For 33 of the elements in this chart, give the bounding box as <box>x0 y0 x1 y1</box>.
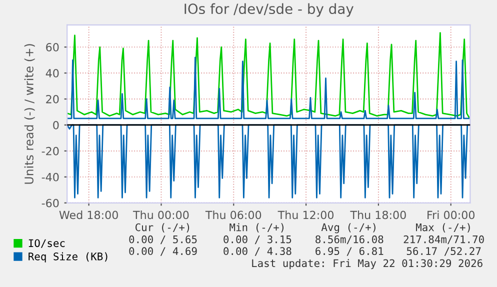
x-tick-label: Thu 06:00 <box>205 210 262 220</box>
legend-label: IO/sec <box>28 239 65 248</box>
text: Max (-/+) <box>416 223 470 232</box>
y-tick-label: -40 <box>42 172 59 182</box>
y-tick-label: -60 <box>42 198 59 208</box>
y-tick-label: 40 <box>46 69 59 78</box>
x-tick-label: Fri 00:00 <box>428 210 475 220</box>
text: 0.00 / 4.69 <box>129 247 197 256</box>
text: Cur (-/+) <box>136 223 190 232</box>
text: Min (-/+) <box>230 223 284 232</box>
y-tick-label: 20 <box>46 94 59 104</box>
line-series <box>67 56 470 120</box>
text: 0.00 / 4.38 <box>224 247 292 256</box>
y-tick-label: 60 <box>46 43 59 52</box>
x-tick-label: Thu 00:00 <box>132 210 189 220</box>
x-tick-label: Thu 12:00 <box>278 210 334 220</box>
text: Last update: Fri May 22 01:30:29 2026 <box>252 259 482 270</box>
text: 217.84m/71.70 <box>404 235 484 244</box>
y-tick-label: -20 <box>42 146 59 156</box>
text: 6.95 / 6.81 <box>316 247 384 256</box>
y-tick-label: 0 <box>53 120 59 130</box>
line-series <box>67 124 470 198</box>
text: 0.00 / 5.65 <box>129 235 197 244</box>
text: Avg (-/+) <box>321 223 376 234</box>
x-tick-label: Thu 18:00 <box>350 210 406 220</box>
chart-title: IOs for /dev/sde - by day <box>184 3 354 17</box>
text: 56.17 /52.27 <box>406 247 481 256</box>
y-axis-title: Units read (-) / write (+) <box>24 44 35 184</box>
text: 8.56m/16.08 <box>316 235 384 244</box>
legend-label: Req Size (KB) <box>28 252 108 262</box>
x-tick-label: Wed 18:00 <box>59 210 118 220</box>
line-series <box>67 32 470 118</box>
text: 0.00 / 3.15 <box>224 235 292 244</box>
